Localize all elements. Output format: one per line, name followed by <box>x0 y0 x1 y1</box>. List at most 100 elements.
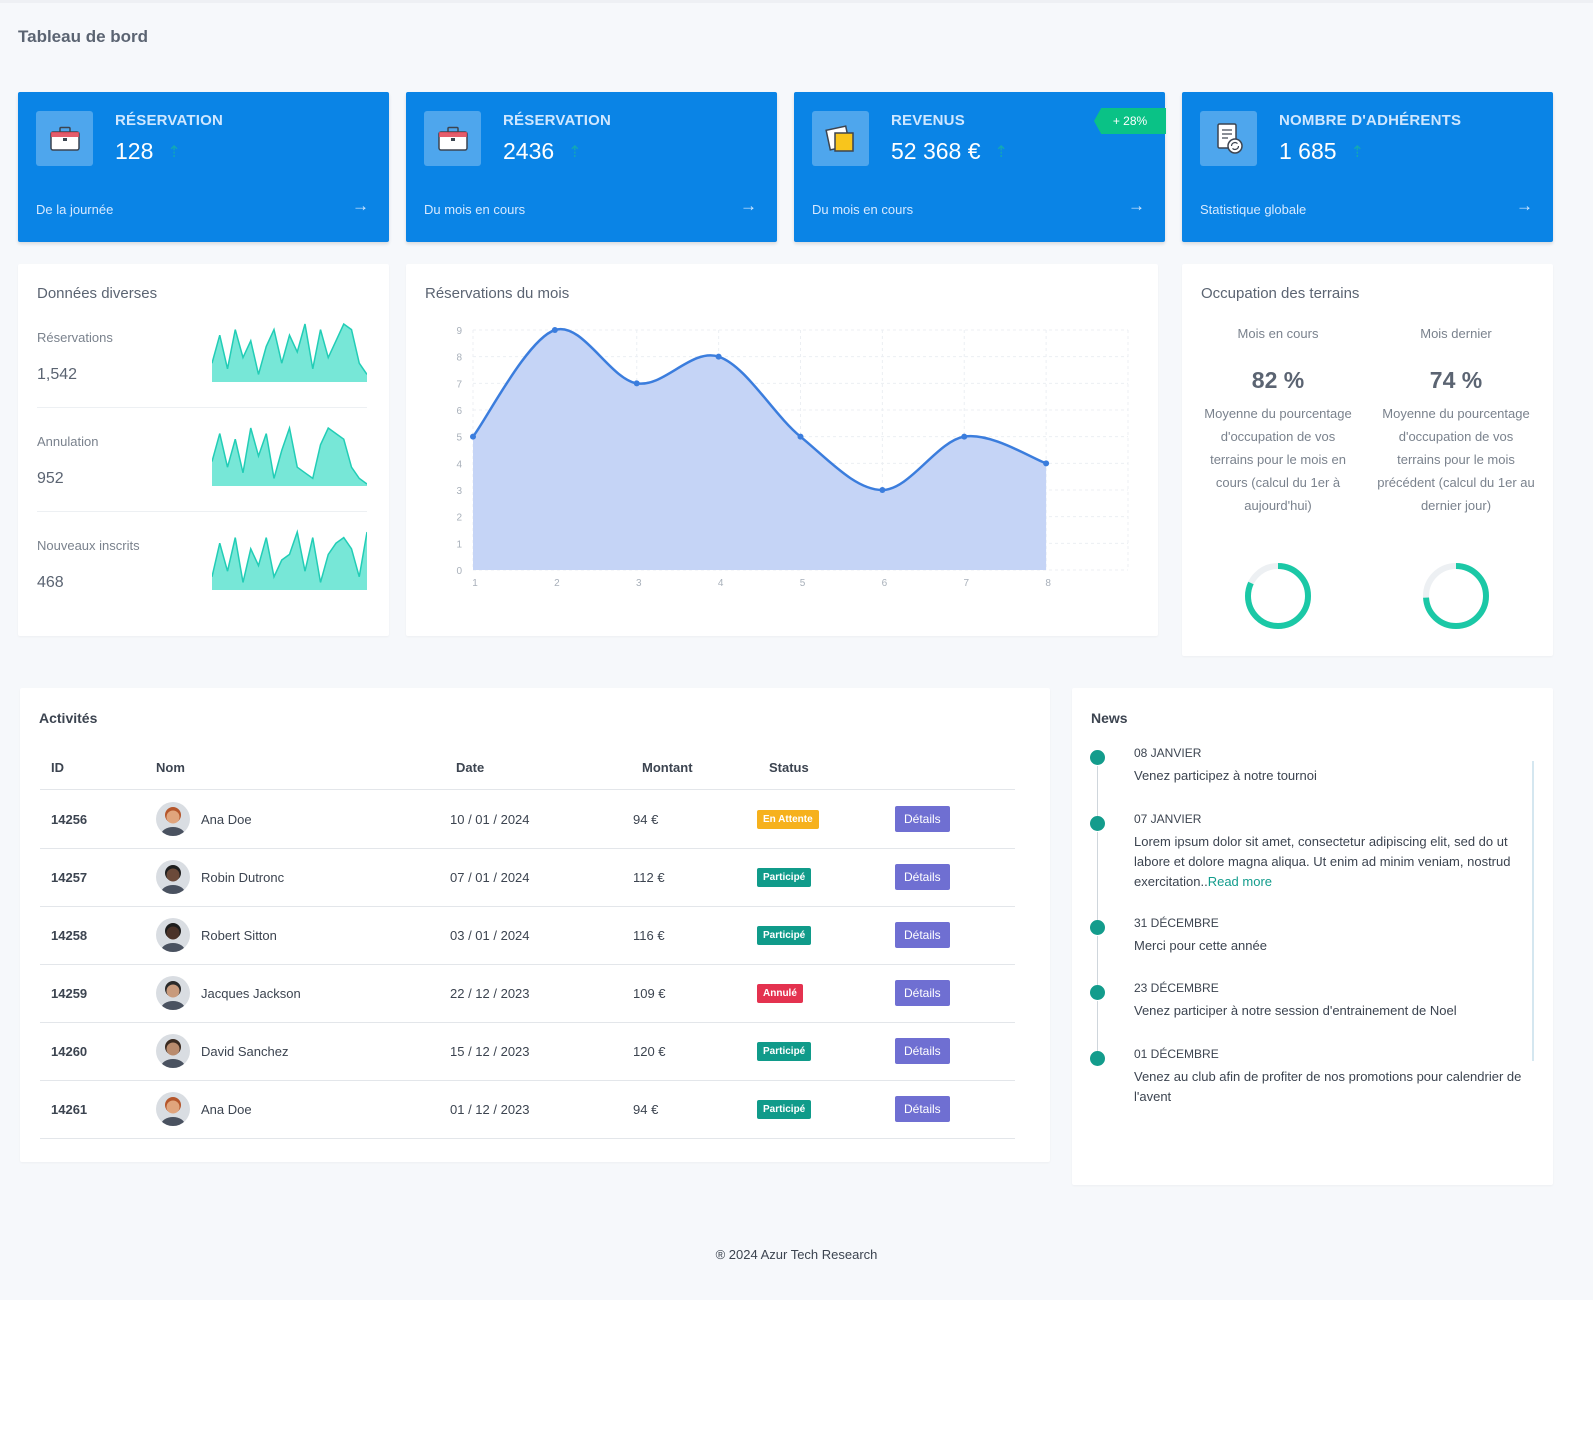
stat-subtitle: De la journée <box>36 202 114 217</box>
cell-status: Participé <box>757 848 812 906</box>
avatar <box>156 918 190 952</box>
y-tick-label: 3 <box>456 486 462 497</box>
news-text: Venez au club afin de profiter de nos pr… <box>1134 1067 1524 1107</box>
timeline-line <box>1097 936 1098 989</box>
stat-card-reservation-day[interactable]: RÉSERVATION 128 ⇡ De la journée → <box>18 92 389 242</box>
news-card: News 08 JANVIER Venez participez à notre … <box>1072 688 1553 1185</box>
cell-actions: Détails <box>895 848 950 906</box>
status-badge: Participé <box>757 867 812 887</box>
cell-date: 15 / 12 / 2023 <box>450 1043 530 1059</box>
news-date: 01 DÉCEMBRE <box>1134 1047 1219 1061</box>
avatar <box>156 802 190 836</box>
y-tick-label: 9 <box>456 326 462 337</box>
arrow-right-icon[interactable]: → <box>352 196 369 215</box>
cell-actions: Détails <box>895 790 950 848</box>
avatar <box>156 1034 190 1068</box>
cell-name: David Sanchez <box>156 1022 288 1080</box>
arrow-right-icon[interactable]: → <box>1128 196 1145 215</box>
spark-label: Réservations <box>37 330 113 345</box>
col-header-id[interactable]: ID <box>51 760 64 775</box>
table-row[interactable]: 14260 David Sanchez 15 / 12 / 2023 120 € Par… <box>40 1022 1015 1080</box>
cell-status: Annulé <box>757 964 803 1022</box>
cell-amount: 116 € <box>633 927 665 943</box>
news-text: Venez participez à notre tournoi <box>1134 766 1524 786</box>
occupation-description: Moyenne du pourcentage d'occupation de v… <box>1377 406 1535 513</box>
timeline-dot <box>1090 750 1105 765</box>
details-button[interactable]: Détails <box>895 864 950 890</box>
col-header-amount[interactable]: Montant <box>642 760 693 775</box>
stat-subtitle: Du mois en cours <box>424 202 526 217</box>
news-text: Venez participer à notre session d'entra… <box>1134 1001 1524 1021</box>
divider <box>37 407 367 408</box>
x-tick-label: 2 <box>554 578 560 589</box>
arrow-right-icon[interactable]: → <box>1516 196 1533 215</box>
stat-card-reservation-month[interactable]: RÉSERVATION 2436 ⇡ Du mois en cours → <box>406 92 777 242</box>
sticky-notes-icon <box>812 111 869 166</box>
details-button[interactable]: Détails <box>895 1096 950 1122</box>
cell-amount: 120 € <box>633 1043 666 1059</box>
scrollbar-track[interactable] <box>1532 761 1534 1061</box>
details-button[interactable]: Détails <box>895 1038 950 1064</box>
table-row[interactable]: 14259 Jacques Jackson 22 / 12 / 2023 109 € A… <box>40 964 1015 1022</box>
table-row[interactable]: 14258 Robert Sitton 03 / 01 / 2024 116 € Par… <box>40 906 1015 964</box>
details-button[interactable]: Détails <box>895 806 950 832</box>
stat-subtitle: Du mois en cours <box>812 202 914 217</box>
news-text: Lorem ipsum dolor sit amet, consectetur … <box>1134 832 1524 892</box>
news-text-body: Venez au club afin de profiter de nos pr… <box>1134 1069 1522 1104</box>
table-row[interactable]: 14261 Ana Doe 01 / 12 / 2023 94 € Participé D… <box>40 1080 1015 1138</box>
status-badge: Participé <box>757 1099 812 1119</box>
stat-value: 1 685 ⇡ <box>1279 138 1364 165</box>
news-date: 07 JANVIER <box>1134 812 1202 826</box>
news-date: 23 DÉCEMBRE <box>1134 981 1219 995</box>
stat-card-members[interactable]: NOMBRE D'ADHÉRENTS 1 685 ⇡ Statistique gl… <box>1182 92 1553 242</box>
news-text-body: Lorem ipsum dolor sit amet, consectetur … <box>1134 834 1511 889</box>
y-tick-label: 2 <box>456 513 462 524</box>
news-date: 08 JANVIER <box>1134 746 1202 760</box>
news-text: Merci pour cette année <box>1134 936 1524 956</box>
row-divider <box>40 906 1015 907</box>
details-button[interactable]: Détails <box>895 922 950 948</box>
cell-id: 14259 <box>51 985 88 1001</box>
stat-number: 128 <box>115 138 154 164</box>
table-row[interactable]: 14256 Ana Doe 10 / 01 / 2024 94 € En Attente… <box>40 790 1015 848</box>
stat-value: 128 ⇡ <box>115 138 181 165</box>
card-title: Occupation des terrains <box>1201 285 1360 302</box>
cell-actions: Détails <box>895 964 950 1022</box>
cell-id: 14256 <box>51 811 88 827</box>
footer-copyright: ® 2024 Azur Tech Research <box>715 1247 878 1262</box>
briefcase-icon <box>424 111 481 166</box>
arrow-up-icon: ⇡ <box>167 143 181 161</box>
status-badge: Participé <box>757 925 812 945</box>
arrow-up-icon: ⇡ <box>1350 143 1364 161</box>
details-button[interactable]: Détails <box>895 980 950 1006</box>
news-text-body: Venez participer à notre session d'entra… <box>1134 1003 1457 1018</box>
data-point <box>715 353 722 360</box>
x-tick-label: 5 <box>800 578 806 589</box>
table-row[interactable]: 14257 Robin Dutronc 07 / 01 / 2024 112 € Par… <box>40 848 1015 906</box>
col-header-status[interactable]: Status <box>769 760 809 775</box>
sparkline-chart <box>212 425 367 486</box>
timeline-dot <box>1090 816 1105 831</box>
cell-name: Ana Doe <box>156 1080 252 1138</box>
card-title: News <box>1091 710 1128 726</box>
timeline-dot <box>1090 920 1105 935</box>
col-header-date[interactable]: Date <box>456 760 485 775</box>
y-tick-label: 4 <box>456 459 462 470</box>
growth-ribbon: + 28% <box>1094 108 1166 134</box>
row-divider <box>40 1022 1015 1023</box>
timeline-dot <box>1090 1051 1105 1066</box>
timeline-line <box>1097 1001 1098 1055</box>
x-tick-label: 7 <box>963 578 969 589</box>
cell-status: Participé <box>757 906 812 964</box>
card-title: Activités <box>39 710 98 726</box>
cell-actions: Détails <box>895 1022 950 1080</box>
avatar <box>156 976 190 1010</box>
stat-card-revenue[interactable]: + 28% REVENUS 52 368 € ⇡ Du mois en cours… <box>794 92 1166 242</box>
occupation-head: Mois dernier <box>1420 326 1492 341</box>
read-more-link[interactable]: Read more <box>1207 874 1273 889</box>
donut-value-arc <box>1245 563 1311 629</box>
cell-status: Participé <box>757 1080 812 1138</box>
arrow-right-icon[interactable]: → <box>740 196 757 215</box>
col-header-name[interactable]: Nom <box>156 760 185 775</box>
row-divider <box>40 1138 1015 1139</box>
